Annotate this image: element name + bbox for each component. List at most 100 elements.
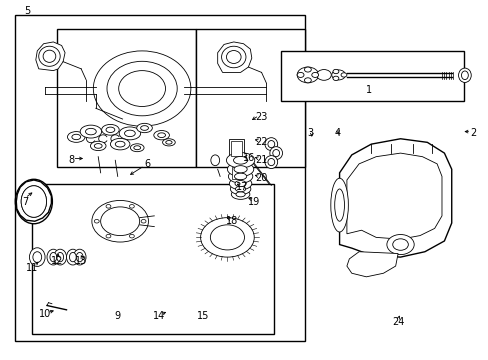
Polygon shape xyxy=(16,180,51,221)
Ellipse shape xyxy=(47,249,60,265)
Ellipse shape xyxy=(235,186,245,192)
Text: 12: 12 xyxy=(50,256,63,266)
Circle shape xyxy=(106,204,111,208)
Ellipse shape xyxy=(269,147,282,159)
Ellipse shape xyxy=(107,61,177,116)
Bar xyxy=(57,30,195,167)
Ellipse shape xyxy=(93,51,190,126)
Polygon shape xyxy=(217,42,251,72)
Ellipse shape xyxy=(119,71,165,107)
Ellipse shape xyxy=(221,46,245,68)
Polygon shape xyxy=(36,42,65,71)
Ellipse shape xyxy=(66,249,79,265)
Ellipse shape xyxy=(72,134,81,140)
Ellipse shape xyxy=(21,186,46,217)
Circle shape xyxy=(311,72,318,77)
Text: 24: 24 xyxy=(391,317,404,327)
Text: 13: 13 xyxy=(75,256,87,266)
Text: 3: 3 xyxy=(306,129,313,138)
Ellipse shape xyxy=(235,180,245,186)
Ellipse shape xyxy=(154,131,169,140)
Ellipse shape xyxy=(134,146,141,150)
Ellipse shape xyxy=(69,252,76,262)
Circle shape xyxy=(94,220,99,223)
Bar xyxy=(232,167,242,179)
Ellipse shape xyxy=(162,139,175,146)
Ellipse shape xyxy=(43,50,56,62)
Ellipse shape xyxy=(39,46,60,66)
Ellipse shape xyxy=(90,141,106,150)
Ellipse shape xyxy=(73,249,86,265)
Text: 14: 14 xyxy=(153,311,165,321)
Ellipse shape xyxy=(233,157,247,164)
Ellipse shape xyxy=(115,141,125,147)
Ellipse shape xyxy=(234,166,246,173)
Ellipse shape xyxy=(94,144,102,148)
Ellipse shape xyxy=(137,123,152,133)
Text: 9: 9 xyxy=(114,311,121,321)
Ellipse shape xyxy=(226,50,241,63)
Text: 8: 8 xyxy=(68,155,74,165)
Ellipse shape xyxy=(461,71,468,80)
Ellipse shape xyxy=(15,179,52,224)
Ellipse shape xyxy=(267,140,274,148)
Text: 16: 16 xyxy=(243,153,255,163)
Ellipse shape xyxy=(124,130,135,136)
Ellipse shape xyxy=(165,140,172,144)
Circle shape xyxy=(297,67,318,83)
Ellipse shape xyxy=(54,249,66,265)
Bar xyxy=(32,184,273,334)
Text: 2: 2 xyxy=(469,129,476,138)
Ellipse shape xyxy=(210,155,219,166)
Ellipse shape xyxy=(85,129,96,135)
Ellipse shape xyxy=(76,252,83,262)
Circle shape xyxy=(106,234,111,238)
Bar xyxy=(281,51,463,101)
Ellipse shape xyxy=(334,189,344,221)
Ellipse shape xyxy=(106,127,115,132)
Ellipse shape xyxy=(80,125,102,138)
Polygon shape xyxy=(346,153,441,239)
Circle shape xyxy=(392,239,407,250)
Ellipse shape xyxy=(228,170,252,183)
Circle shape xyxy=(129,234,134,238)
Ellipse shape xyxy=(226,153,254,168)
Text: 20: 20 xyxy=(255,173,267,183)
Ellipse shape xyxy=(264,156,277,168)
Bar xyxy=(228,139,244,157)
Text: 19: 19 xyxy=(247,197,260,207)
Bar xyxy=(195,30,305,167)
Text: 4: 4 xyxy=(333,129,340,138)
Text: 1: 1 xyxy=(365,85,371,95)
Text: 23: 23 xyxy=(255,112,267,122)
Ellipse shape xyxy=(158,133,165,138)
Polygon shape xyxy=(339,139,451,257)
Bar xyxy=(15,15,305,341)
Text: 18: 18 xyxy=(226,216,238,226)
Ellipse shape xyxy=(272,149,279,157)
Circle shape xyxy=(316,69,330,80)
Ellipse shape xyxy=(33,252,41,262)
Circle shape xyxy=(331,70,345,80)
Text: 21: 21 xyxy=(255,155,267,165)
Circle shape xyxy=(304,67,311,72)
Circle shape xyxy=(129,204,134,208)
Ellipse shape xyxy=(102,125,119,135)
Circle shape xyxy=(141,220,146,223)
Ellipse shape xyxy=(230,183,250,194)
Text: 17: 17 xyxy=(235,182,248,192)
Ellipse shape xyxy=(231,189,249,199)
Circle shape xyxy=(304,78,311,83)
Circle shape xyxy=(297,72,304,77)
Text: 15: 15 xyxy=(197,311,209,321)
Circle shape xyxy=(200,218,254,257)
Ellipse shape xyxy=(458,68,470,82)
Ellipse shape xyxy=(50,252,57,262)
Text: 11: 11 xyxy=(26,263,39,273)
Ellipse shape xyxy=(29,248,45,266)
Text: 10: 10 xyxy=(39,310,51,319)
Polygon shape xyxy=(346,252,397,277)
Ellipse shape xyxy=(330,178,347,232)
Text: 7: 7 xyxy=(22,197,28,207)
Circle shape xyxy=(92,201,148,242)
